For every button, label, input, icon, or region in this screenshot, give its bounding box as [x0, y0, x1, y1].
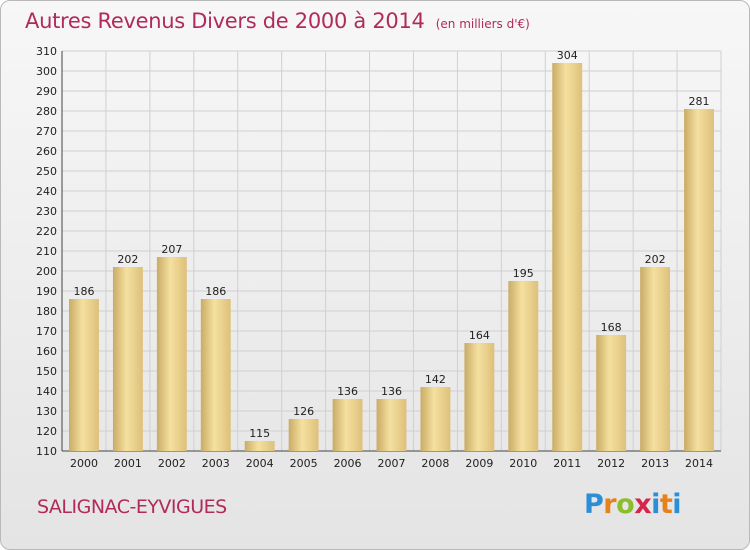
data-label-2001: 202: [117, 253, 138, 266]
bar-2007: [376, 399, 407, 451]
y-tick-label: 200: [36, 265, 57, 278]
chart-title-text: Autres Revenus Divers de 2000 à 2014: [25, 9, 425, 33]
x-tick-label-2006: 2006: [334, 457, 362, 470]
y-tick-label: 140: [36, 385, 57, 398]
data-label-2007: 136: [381, 385, 402, 398]
bar-2002: [156, 257, 187, 451]
x-tick-label-2010: 2010: [509, 457, 537, 470]
x-tick-label-2008: 2008: [421, 457, 449, 470]
y-tick-label: 210: [36, 245, 57, 258]
bars: [69, 63, 714, 451]
y-tick-label: 160: [36, 345, 57, 358]
y-tick-label: 190: [36, 285, 57, 298]
bar-2009: [464, 343, 495, 451]
y-tick-label: 240: [36, 185, 57, 198]
data-label-2014: 281: [689, 95, 710, 108]
x-tick-label-2012: 2012: [597, 457, 625, 470]
y-tick-label: 170: [36, 325, 57, 338]
data-label-2008: 142: [425, 373, 446, 386]
data-label-2011: 304: [557, 49, 578, 62]
data-label-2010: 195: [513, 267, 534, 280]
y-tick-label: 110: [36, 445, 57, 458]
y-tick-label: 180: [36, 305, 57, 318]
y-tick-label: 250: [36, 165, 57, 178]
data-label-2005: 126: [293, 405, 314, 418]
data-label-2012: 168: [601, 321, 622, 334]
bar-2006: [332, 399, 363, 451]
bar-2011: [552, 63, 583, 451]
y-tick-label: 280: [36, 105, 57, 118]
town-name: SALIGNAC-EYVIGUES: [37, 496, 227, 518]
x-tick-label-2013: 2013: [641, 457, 669, 470]
bar-2010: [508, 281, 539, 451]
y-tick-label: 230: [36, 205, 57, 218]
x-tick-label-2003: 2003: [202, 457, 230, 470]
x-tick-label-2007: 2007: [378, 457, 406, 470]
bar-2000: [69, 299, 99, 451]
bar-2012: [596, 335, 627, 451]
bar-2005: [288, 419, 319, 451]
x-tick-label-2002: 2002: [158, 457, 186, 470]
y-tick-label: 120: [36, 425, 57, 438]
chart-title: Autres Revenus Divers de 2000 à 2014 (en…: [25, 9, 530, 33]
x-tick-label-2014: 2014: [685, 457, 713, 470]
bar-2014: [684, 109, 714, 451]
x-tick-label-2004: 2004: [246, 457, 274, 470]
bar-2008: [420, 387, 451, 451]
data-labels: 186 202 207 186 115 126 136 136 142 164 195 304 168 2…: [73, 49, 709, 440]
x-tick-label-2001: 2001: [114, 457, 142, 470]
y-tick-label: 220: [36, 225, 57, 238]
data-label-2002: 207: [161, 243, 182, 256]
bar-2013: [640, 267, 671, 451]
data-label-2009: 164: [469, 329, 490, 342]
chart-unit-note: (en milliers d'€): [435, 17, 530, 31]
x-tick-label-2009: 2009: [465, 457, 493, 470]
data-label-2003: 186: [205, 285, 226, 298]
bar-2001: [112, 267, 143, 451]
y-tick-label: 260: [36, 145, 57, 158]
data-label-2000: 186: [73, 285, 94, 298]
x-tick-label-2000: 2000: [70, 457, 98, 470]
x-tick-label-2011: 2011: [553, 457, 581, 470]
y-tick-label: 300: [36, 65, 57, 78]
x-tick-label-2005: 2005: [290, 457, 318, 470]
bar-2003: [200, 299, 231, 451]
data-label-2006: 136: [337, 385, 358, 398]
y-tick-label: 150: [36, 365, 57, 378]
y-tick-label: 290: [36, 85, 57, 98]
y-tick-label: 270: [36, 125, 57, 138]
y-tick-label: 310: [36, 45, 57, 58]
data-label-2013: 202: [645, 253, 666, 266]
bar-2004: [244, 441, 275, 451]
proxiti-logo[interactable]: Proxiti: [584, 489, 682, 520]
data-label-2004: 115: [249, 427, 270, 440]
axes: 110 120 130 140 150 160 170 180 190 200 210 220 230 2…: [36, 45, 721, 470]
y-tick-label: 130: [36, 405, 57, 418]
